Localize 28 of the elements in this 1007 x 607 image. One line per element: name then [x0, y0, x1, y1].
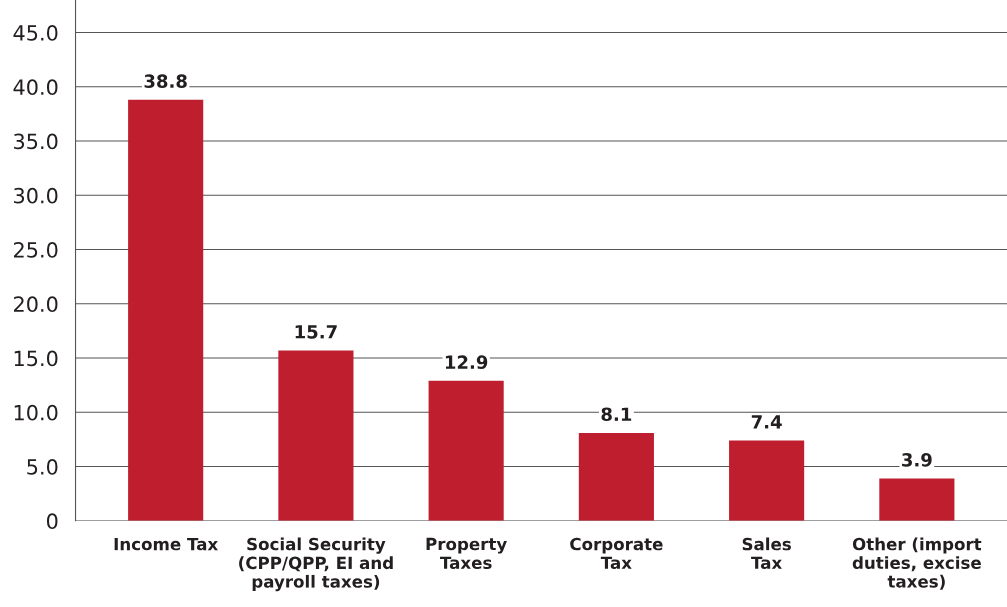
y-tick-label: 20.0 [14, 296, 58, 313]
y-tick-label: 40.0 [13, 79, 58, 96]
bar [278, 350, 354, 521]
y-tick-label: 15.0 [14, 350, 58, 367]
data-label: 38.8 [144, 74, 187, 88]
y-tick-label: 25.0 [14, 242, 58, 258]
bar [428, 380, 504, 521]
y-tick-label: 30.0 [14, 187, 58, 204]
y-tick-label: 10.0 [14, 404, 58, 421]
data-label: 12.9 [445, 355, 488, 370]
x-tick-label: Income Tax [114, 537, 218, 551]
x-tick-label: Social Security (CPP/QPP, EI and payroll taxes) [239, 537, 393, 592]
data-label: 3.9 [902, 453, 932, 467]
x-tick-label: Sales Tax [742, 537, 791, 570]
bar [729, 440, 805, 521]
y-tick-label: 35.0 [14, 133, 58, 150]
x-tick-label: Corporate Tax [570, 537, 663, 570]
x-tick-label: Other (import duties, excise taxes) [852, 537, 982, 590]
bar [879, 478, 955, 521]
bar [128, 99, 204, 521]
y-tick-label: 0 [46, 513, 58, 530]
y-tick-label: 5.0 [27, 459, 58, 475]
data-label: 7.4 [751, 415, 782, 429]
y-tick-label: 45.0 [13, 25, 58, 41]
bar [578, 432, 654, 521]
data-label: 8.1 [601, 407, 632, 422]
data-label: 15.7 [295, 325, 337, 339]
x-tick-label: Property Taxes [426, 537, 507, 570]
